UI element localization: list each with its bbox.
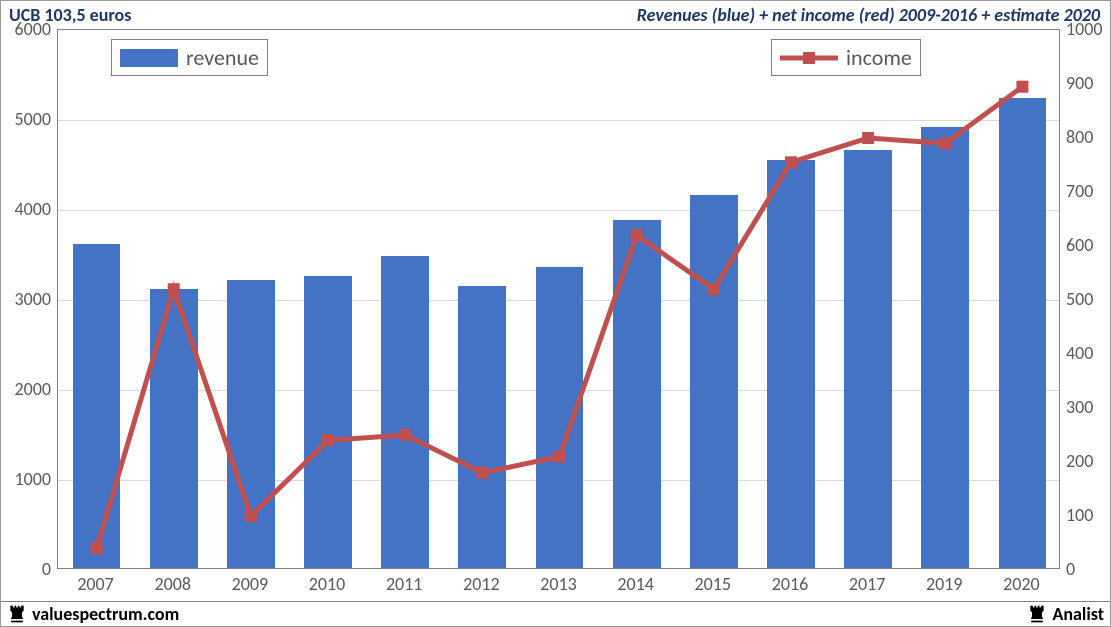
income-marker [631, 229, 643, 241]
income-marker [1016, 81, 1028, 93]
income-marker [554, 451, 566, 463]
x-tick-label: 2010 [309, 573, 346, 595]
chart-header: UCB 103,5 euros Revenues (blue) + net in… [1, 1, 1110, 26]
y-right-tick-label: 0 [1066, 558, 1110, 580]
x-tick-label: 2011 [386, 573, 423, 595]
y-left-tick-label: 3000 [7, 288, 51, 310]
income-marker [708, 283, 720, 295]
income-marker [476, 467, 488, 479]
x-tick-label: 2020 [1003, 573, 1040, 595]
y-left-tick-label: 0 [7, 558, 51, 580]
y-left-tick-label: 5000 [7, 108, 51, 130]
legend-revenue: revenue [111, 39, 268, 76]
y-right-tick-label: 100 [1066, 504, 1110, 526]
x-tick-label: 2007 [77, 573, 114, 595]
income-line-layer [58, 30, 1061, 570]
y-right-tick-label: 900 [1066, 72, 1110, 94]
footer-right-text: Analist [1052, 603, 1104, 625]
chart-footer: valuespectrum.com Analist [1, 601, 1110, 626]
chart-container: UCB 103,5 euros Revenues (blue) + net in… [0, 0, 1111, 627]
x-tick-label: 2015 [695, 573, 732, 595]
y-left-tick-label: 6000 [7, 18, 51, 40]
income-marker [322, 434, 334, 446]
x-tick-label: 2016 [772, 573, 809, 595]
y-right-tick-label: 1000 [1066, 18, 1110, 40]
y-right-tick-label: 600 [1066, 234, 1110, 256]
footer-left-text: valuespectrum.com [32, 603, 179, 625]
y-left-tick-label: 4000 [7, 198, 51, 220]
y-right-tick-label: 700 [1066, 180, 1110, 202]
income-marker [91, 542, 103, 554]
income-marker [168, 283, 180, 295]
legend-income-label: income [846, 44, 912, 71]
x-tick-label: 2012 [463, 573, 500, 595]
footer-right: Analist [1027, 603, 1104, 625]
plot-area [57, 29, 1060, 569]
y-left-tick-label: 1000 [7, 468, 51, 490]
x-tick-label: 2014 [617, 573, 654, 595]
y-right-tick-label: 300 [1066, 396, 1110, 418]
income-marker [785, 156, 797, 168]
legend-revenue-label: revenue [186, 44, 259, 71]
x-tick-label: 2009 [232, 573, 269, 595]
income-marker [245, 510, 257, 522]
y-right-tick-label: 500 [1066, 288, 1110, 310]
y-right-tick-label: 800 [1066, 126, 1110, 148]
income-marker [399, 429, 411, 441]
y-right-tick-label: 200 [1066, 450, 1110, 472]
header-right-title: Revenues (blue) + net income (red) 2009-… [637, 4, 1100, 26]
x-tick-label: 2019 [926, 573, 963, 595]
footer-left: valuespectrum.com [7, 603, 179, 625]
x-tick-label: 2017 [849, 573, 886, 595]
x-tick-label: 2013 [540, 573, 577, 595]
legend-revenue-swatch [120, 49, 178, 67]
income-line [97, 87, 1023, 549]
rook-icon [7, 604, 27, 624]
y-left-tick-label: 2000 [7, 378, 51, 400]
y-right-tick-label: 400 [1066, 342, 1110, 364]
x-tick-label: 2008 [154, 573, 191, 595]
legend-income: income [771, 39, 921, 76]
income-marker [862, 132, 874, 144]
income-marker [939, 137, 951, 149]
legend-income-swatch [780, 48, 838, 68]
rook-icon [1027, 604, 1047, 624]
